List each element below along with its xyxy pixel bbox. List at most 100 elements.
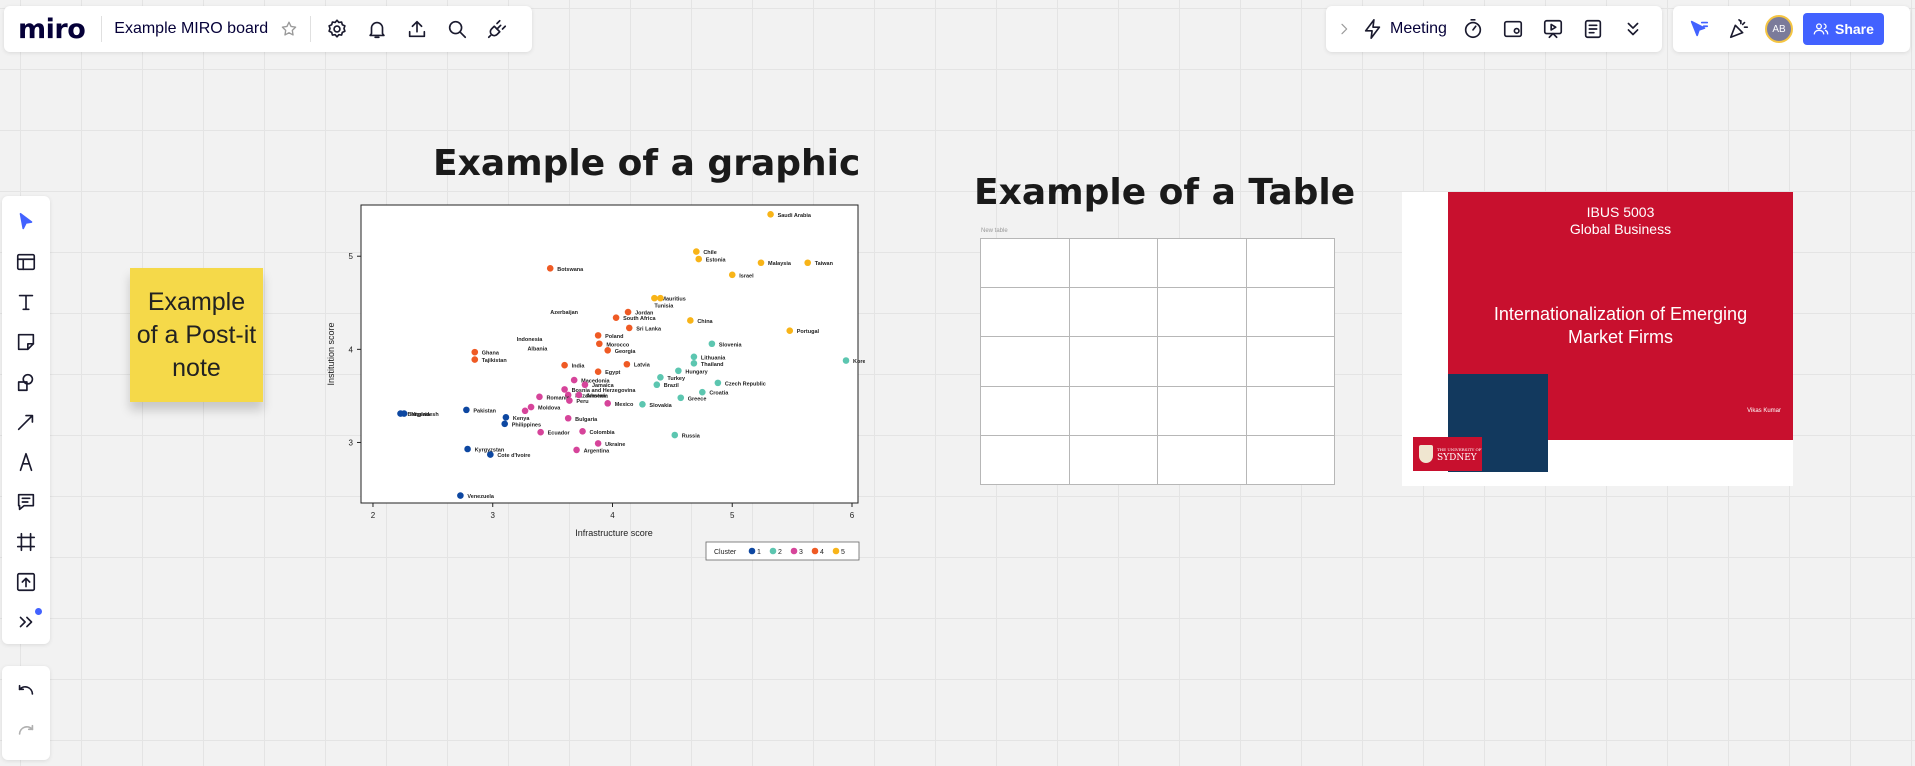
table-cell[interactable] <box>1157 434 1247 486</box>
table-cell[interactable] <box>1068 336 1158 387</box>
table-cell[interactable] <box>980 434 1070 486</box>
data-point[interactable] <box>471 348 479 356</box>
graphic-heading[interactable]: Example of a graphic <box>433 143 861 184</box>
data-point[interactable] <box>695 255 703 263</box>
data-point[interactable] <box>546 265 554 272</box>
data-point[interactable] <box>596 340 603 348</box>
data-point[interactable] <box>536 393 543 401</box>
data-point[interactable] <box>624 308 632 316</box>
reactions-icon[interactable] <box>1719 9 1759 49</box>
share-button[interactable]: Share <box>1803 13 1884 45</box>
chevrons-down-icon[interactable] <box>1613 9 1653 49</box>
data-point[interactable] <box>804 259 812 267</box>
data-point[interactable] <box>675 367 682 375</box>
data-point[interactable] <box>594 440 602 447</box>
data-point[interactable] <box>657 373 664 381</box>
slide-thumbnail[interactable]: IBUS 5003 Global Business Internationali… <box>1402 192 1793 486</box>
redo-icon[interactable] <box>6 713 46 753</box>
notes-icon[interactable] <box>1573 9 1613 49</box>
miro-logo[interactable]: miro <box>18 13 86 45</box>
table-cell[interactable] <box>980 336 1070 387</box>
data-point[interactable] <box>786 327 794 335</box>
table-cell[interactable] <box>1157 385 1247 436</box>
data-point[interactable] <box>561 361 568 369</box>
timer-icon[interactable] <box>1453 9 1493 49</box>
table-cell[interactable] <box>1245 385 1335 436</box>
data-point[interactable] <box>537 428 544 436</box>
select-cursor-icon[interactable] <box>2 202 50 242</box>
comment-icon[interactable] <box>2 482 50 522</box>
connection-line-icon[interactable] <box>2 402 50 442</box>
data-point[interactable] <box>623 360 631 368</box>
table-cell[interactable] <box>980 237 1070 289</box>
sticky-note[interactable]: Example of a Post-it note <box>130 268 263 402</box>
data-point[interactable] <box>570 376 578 384</box>
data-point[interactable] <box>561 386 568 393</box>
table-cell[interactable] <box>1068 434 1158 486</box>
table-cell[interactable] <box>1157 237 1247 289</box>
table-widget[interactable] <box>980 237 1335 486</box>
presentation-icon[interactable] <box>1533 9 1573 49</box>
sticky-note-icon[interactable] <box>2 322 50 362</box>
frame-icon[interactable] <box>2 522 50 562</box>
data-point[interactable] <box>651 294 658 302</box>
data-point[interactable] <box>604 346 612 354</box>
data-point[interactable] <box>573 446 580 454</box>
data-point[interactable] <box>487 451 494 458</box>
data-point[interactable] <box>612 314 620 321</box>
data-point[interactable] <box>677 394 685 402</box>
data-point[interactable] <box>653 381 661 389</box>
data-point[interactable] <box>575 391 583 399</box>
table-cell[interactable] <box>1245 237 1335 289</box>
table-cell[interactable] <box>1245 434 1335 486</box>
data-point[interactable] <box>708 340 716 348</box>
data-point[interactable] <box>594 368 602 375</box>
plug-icon[interactable] <box>477 9 517 49</box>
data-point[interactable] <box>502 414 510 421</box>
data-point[interactable] <box>604 400 612 407</box>
search-icon[interactable] <box>437 9 477 49</box>
table-cell[interactable] <box>1157 336 1247 387</box>
data-point[interactable] <box>501 420 509 428</box>
templates-icon[interactable] <box>2 242 50 282</box>
data-point[interactable] <box>625 324 633 332</box>
upload-icon[interactable] <box>397 9 437 49</box>
data-point[interactable] <box>767 211 774 218</box>
data-point[interactable] <box>400 410 408 417</box>
data-point[interactable] <box>693 248 700 255</box>
table-cell[interactable] <box>1245 287 1335 338</box>
data-point[interactable] <box>842 357 850 364</box>
bell-icon[interactable] <box>357 9 397 49</box>
table-cell[interactable] <box>1068 287 1158 338</box>
table-cell[interactable] <box>1068 237 1158 289</box>
data-point[interactable] <box>581 381 589 389</box>
scatter-chart[interactable]: 2 3 4 5 6 3 4 5 Saudi Arabia Chile Estonia Malaysi… <box>320 195 865 565</box>
data-point[interactable] <box>690 360 698 367</box>
meeting-button[interactable]: Meeting <box>1356 18 1453 40</box>
data-point[interactable] <box>639 400 646 408</box>
data-point[interactable] <box>714 379 722 387</box>
pen-icon[interactable] <box>2 442 50 482</box>
data-point[interactable] <box>728 271 736 279</box>
data-point[interactable] <box>521 407 529 415</box>
data-point[interactable] <box>457 492 464 499</box>
chevron-right-icon[interactable] <box>1332 9 1356 49</box>
table-cell[interactable] <box>1068 385 1158 436</box>
data-point[interactable] <box>657 294 664 302</box>
video-card-icon[interactable] <box>1493 9 1533 49</box>
table-cell[interactable] <box>980 385 1070 436</box>
table-cell[interactable] <box>1157 287 1247 338</box>
undo-icon[interactable] <box>6 673 46 713</box>
more-apps-chevrons-icon[interactable] <box>2 602 50 642</box>
data-point[interactable] <box>471 356 479 363</box>
data-point[interactable] <box>527 403 535 411</box>
table-cell[interactable] <box>1245 336 1335 387</box>
data-point[interactable] <box>594 332 602 339</box>
data-point[interactable] <box>699 388 706 396</box>
shapes-icon[interactable] <box>2 362 50 402</box>
data-point[interactable] <box>671 431 679 439</box>
data-point[interactable] <box>464 445 471 453</box>
user-avatar[interactable]: AB <box>1765 15 1793 43</box>
data-point[interactable] <box>687 317 694 324</box>
table-heading[interactable]: Example of a Table <box>974 172 1356 213</box>
